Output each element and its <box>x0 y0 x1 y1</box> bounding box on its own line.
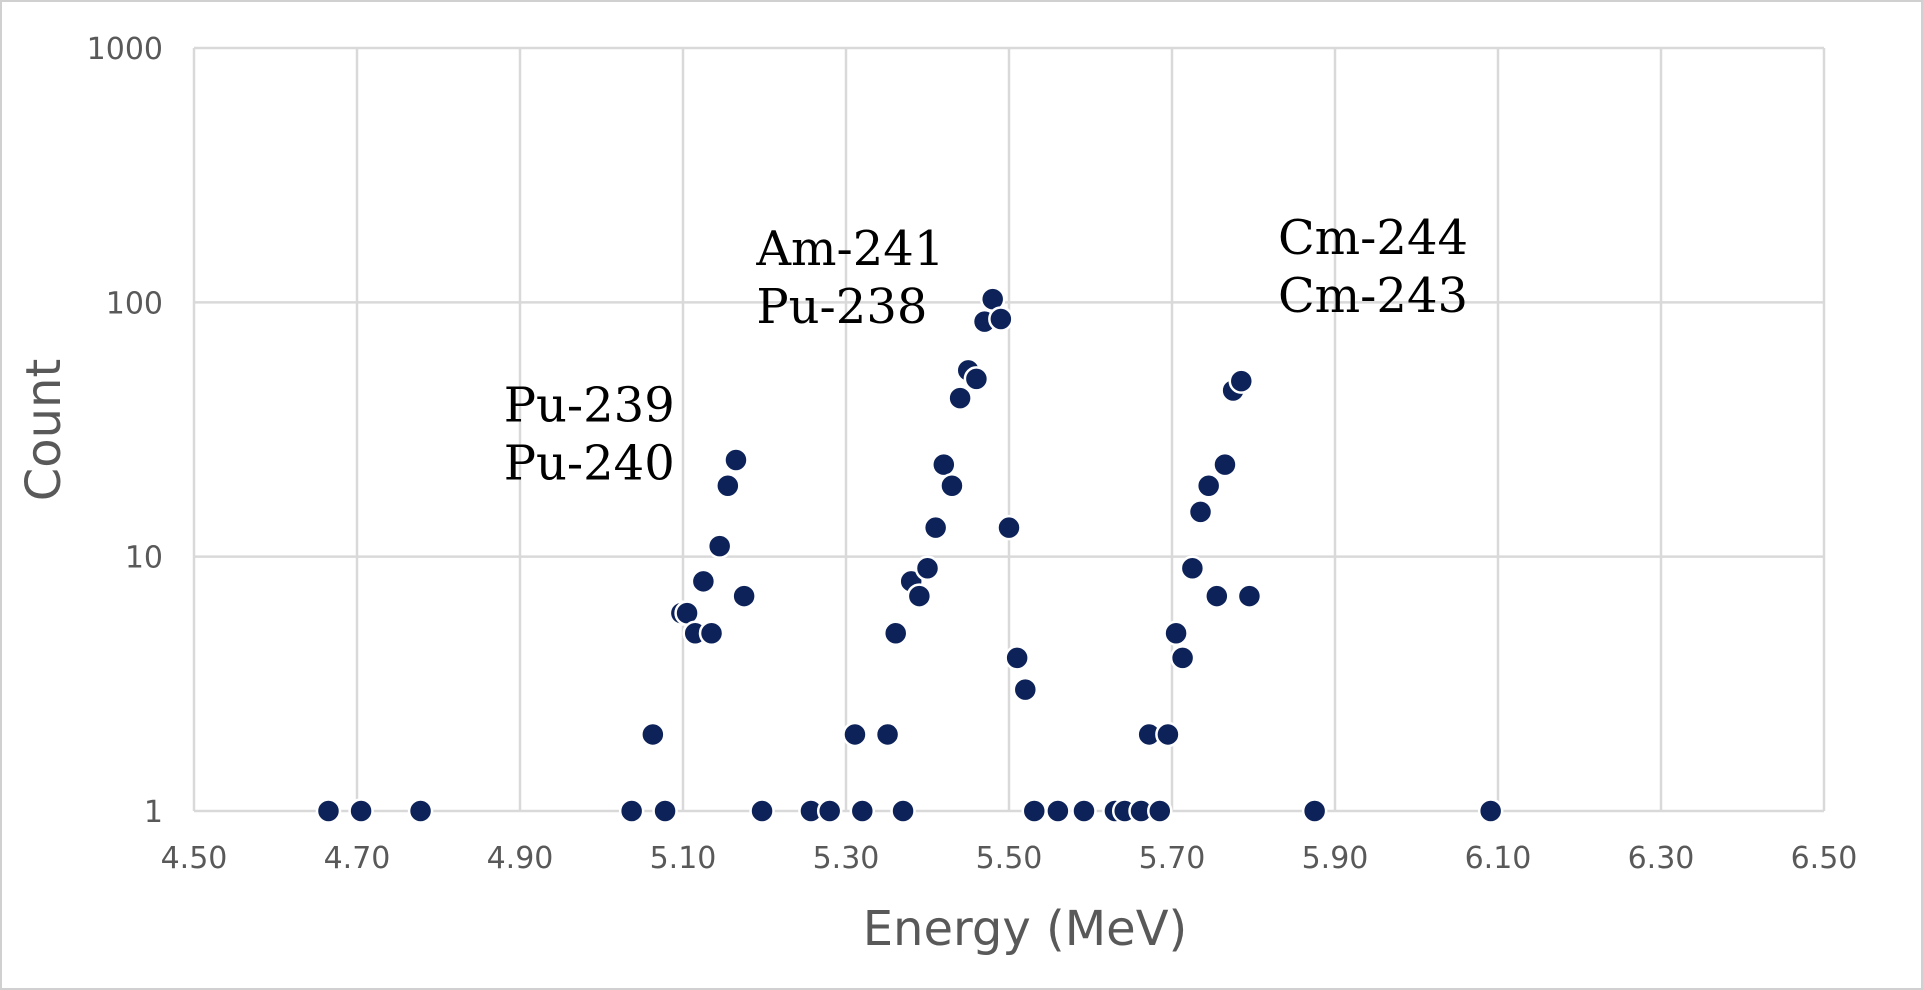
data-point <box>1021 798 1048 824</box>
data-point <box>348 798 374 824</box>
y-tick-label: 1000 <box>87 32 163 67</box>
x-tick-label: 6.10 <box>1465 841 1532 876</box>
x-tick-label: 5.90 <box>1302 841 1369 876</box>
data-point <box>996 514 1022 541</box>
x-tick-label: 4.50 <box>161 841 228 876</box>
data-point <box>749 798 775 824</box>
y-tick-label: 10 <box>125 541 163 576</box>
data-point <box>1163 620 1189 646</box>
data-point <box>690 568 717 595</box>
annotation-label: Cm-244 <box>1278 210 1468 266</box>
data-point <box>1195 473 1222 499</box>
data-point <box>882 620 909 646</box>
data-point <box>931 451 957 478</box>
data-point <box>715 473 741 499</box>
data-point <box>1477 798 1504 824</box>
x-tick-label: 6.30 <box>1628 841 1695 876</box>
x-axis-ticks: 4.50 4.70 4.90 5.10 5.30 5.50 5.70 5.90 6.10 6.30… <box>161 841 1858 876</box>
data-point <box>849 798 876 824</box>
data-point <box>842 721 868 748</box>
data-point <box>922 514 949 541</box>
data-point <box>1169 645 1196 671</box>
x-tick-label: 6.50 <box>1791 841 1858 876</box>
annotation-label: Pu-238 <box>756 279 927 335</box>
annotation-label: Pu-239 <box>504 377 675 433</box>
data-point <box>731 583 757 609</box>
x-axis-title: Energy (MeV) <box>863 901 1188 957</box>
data-point <box>1004 645 1030 671</box>
data-points <box>315 286 1504 824</box>
data-point <box>640 721 666 748</box>
annotation-label: Am-241 <box>755 221 944 277</box>
annotation-label: Pu-240 <box>504 435 675 491</box>
data-point <box>1187 499 1214 525</box>
data-point <box>1012 676 1039 703</box>
x-tick-label: 5.50 <box>976 841 1043 876</box>
data-point <box>1155 721 1181 748</box>
data-point <box>407 798 434 824</box>
y-axis-title: Count <box>16 359 72 502</box>
data-point <box>939 473 965 499</box>
data-point <box>914 555 941 582</box>
data-point <box>874 721 901 748</box>
data-point <box>947 385 973 411</box>
data-point <box>1236 583 1263 609</box>
x-tick-label: 5.30 <box>813 841 880 876</box>
data-point <box>652 798 678 824</box>
y-tick-label: 1 <box>144 795 163 830</box>
data-point <box>988 306 1014 332</box>
y-axis-ticks: 1 10 100 1000 <box>87 32 163 830</box>
data-point <box>1147 798 1173 824</box>
data-point <box>1204 583 1230 609</box>
x-tick-label: 5.10 <box>650 841 717 876</box>
annotation-label: Cm-243 <box>1278 268 1468 324</box>
data-point <box>1179 555 1206 582</box>
data-point <box>816 798 843 824</box>
data-point <box>698 620 725 646</box>
x-tick-label: 5.70 <box>1139 841 1206 876</box>
data-point <box>706 533 733 559</box>
data-point <box>1071 798 1097 824</box>
data-point <box>1228 368 1255 394</box>
data-point <box>315 798 342 824</box>
x-tick-label: 4.90 <box>487 841 554 876</box>
data-point <box>723 447 749 473</box>
data-point <box>618 798 645 824</box>
y-tick-label: 100 <box>106 286 163 321</box>
data-point <box>1045 798 1071 824</box>
data-point <box>963 366 990 392</box>
data-point <box>1212 451 1238 478</box>
x-tick-label: 4.70 <box>324 841 391 876</box>
gridlines <box>192 46 1826 813</box>
data-point <box>1301 798 1328 824</box>
data-point <box>890 798 916 824</box>
data-point <box>906 583 933 609</box>
